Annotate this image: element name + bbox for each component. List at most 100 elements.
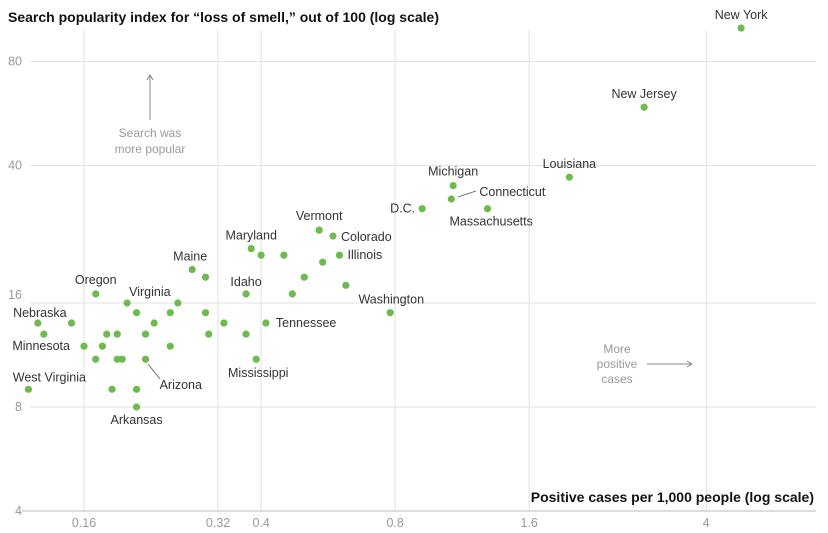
point-west-virginia: [24, 385, 32, 393]
point-label: Connecticut: [479, 185, 546, 199]
point: [201, 273, 210, 281]
x-axis-title: Positive cases per 1,000 people (log sca…: [531, 489, 814, 505]
point: [108, 385, 116, 393]
x-tick-label: 4: [703, 516, 710, 530]
point: [280, 251, 288, 259]
point-washington: [386, 309, 394, 317]
point-label: Mississippi: [228, 366, 288, 380]
grid: [30, 30, 816, 511]
point-label: Idaho: [230, 275, 261, 289]
annotation-line-3: cases: [601, 372, 632, 386]
point: [132, 309, 141, 317]
point: [242, 330, 250, 338]
point-arizona: [141, 355, 150, 363]
x-tick-label: 0.8: [386, 516, 403, 530]
point-label: Louisiana: [543, 157, 597, 171]
point-illinois: [335, 251, 344, 259]
point-mississippi: [252, 355, 260, 363]
point-label: Washington: [358, 293, 424, 307]
point-michigan: [449, 181, 457, 190]
point: [67, 319, 76, 327]
x-tick-label: 0.32: [206, 516, 230, 530]
annotation-line-1: More: [603, 342, 631, 356]
point: [141, 330, 150, 338]
point-vermont: [315, 226, 323, 234]
point-label: Arkansas: [111, 413, 163, 427]
annotation-line-1: Search was: [119, 126, 182, 140]
point: [220, 319, 228, 327]
point-label: West Virginia: [13, 370, 86, 384]
point-label: Maine: [173, 250, 207, 264]
arrow-right-head: [686, 360, 693, 368]
point: [166, 309, 174, 317]
point-idaho: [242, 290, 250, 298]
point-new-jersey: [640, 103, 648, 111]
leader-connecticut: [457, 190, 477, 198]
annotation-more-positive-cases: More positive cases: [597, 342, 693, 386]
y-tick-label: 80: [8, 55, 22, 69]
x-tick-label: 1.6: [520, 516, 537, 530]
point: [257, 251, 265, 259]
point-louisiana: [565, 173, 573, 181]
y-tick-label: 16: [8, 288, 22, 302]
point-new-york: [737, 24, 745, 32]
point-arkansas: [132, 403, 141, 411]
point-maryland: [247, 244, 255, 253]
point-label: Minnesota: [12, 339, 70, 353]
point: [132, 385, 141, 393]
point-label: Massachusetts: [450, 215, 533, 229]
point: [150, 319, 158, 327]
point-virginia: [123, 299, 131, 307]
point-label: Maryland: [226, 229, 277, 243]
annotation-line-2: more popular: [115, 142, 186, 156]
point-label: Illinois: [348, 248, 383, 262]
point: [40, 330, 48, 338]
x-tick-label: 0.16: [72, 516, 96, 530]
point-label: Tennessee: [276, 316, 337, 330]
point: [166, 342, 174, 350]
point: [288, 290, 296, 298]
point-label: Vermont: [296, 209, 343, 223]
point-labels: New York New Jersey Louisiana MichiganConne…: [12, 8, 768, 427]
annotation-search-more-popular: Search was more popular: [115, 74, 186, 156]
point-massachusetts: [483, 205, 492, 213]
point-connecticut: [447, 195, 455, 203]
point: [118, 355, 126, 363]
point-d-c-: [418, 205, 426, 213]
leader-arizona: [147, 363, 161, 380]
point: [201, 309, 210, 317]
chart-title: Search popularity index for “loss of sme…: [8, 9, 439, 25]
point: [342, 281, 350, 289]
points: [24, 24, 745, 411]
point-label: Virginia: [129, 285, 171, 299]
point: [92, 355, 100, 363]
y-tick-label: 4: [15, 504, 22, 518]
point: [174, 299, 182, 307]
point: [319, 258, 327, 266]
point-nebraska: [34, 319, 42, 327]
point-label: Colorado: [341, 230, 392, 244]
point-label: Michigan: [428, 165, 478, 179]
point-minnesota: [80, 342, 88, 350]
point: [98, 342, 107, 350]
point-colorado: [329, 232, 337, 240]
arrow-up-head: [146, 74, 154, 81]
point: [300, 273, 308, 281]
y-tick-label: 40: [8, 159, 22, 173]
annotation-line-2: positive: [597, 357, 638, 371]
point: [113, 355, 121, 363]
point: [103, 330, 111, 338]
point-label: Oregon: [75, 273, 117, 287]
point-label: Arizona: [160, 378, 202, 392]
tick-labels: 0.16 0.32 0.4 0.8 1.6 4 4 8 16 40 80: [8, 55, 710, 530]
point-tennessee: [262, 319, 270, 327]
point-label: D.C.: [390, 202, 415, 216]
point-oregon: [92, 290, 100, 298]
point-label: New Jersey: [611, 87, 677, 101]
y-tick-label: 8: [15, 400, 22, 414]
point: [205, 330, 213, 338]
point-label: Nebraska: [13, 306, 67, 320]
x-tick-label: 0.4: [252, 516, 269, 530]
point-maine: [188, 265, 196, 274]
